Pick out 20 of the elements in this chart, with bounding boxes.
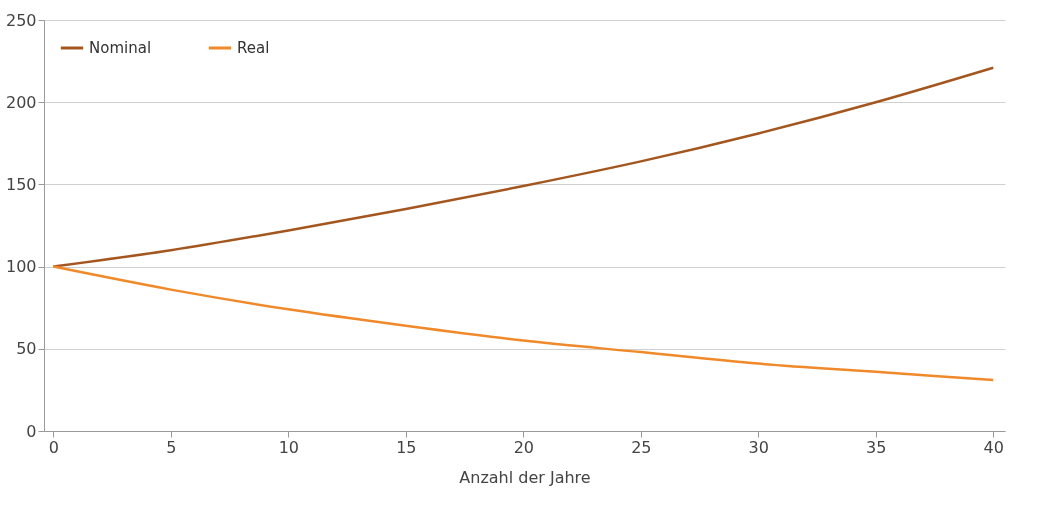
x-tick-label: 25 — [631, 437, 652, 457]
x-tick-label: 0 — [48, 437, 59, 457]
y-tick-label: 0 — [26, 421, 37, 441]
x-tick-label: 30 — [748, 437, 769, 457]
y-tick-label: 50 — [16, 339, 37, 359]
x-tick-label: 5 — [166, 437, 177, 457]
line-series — [52, 265, 995, 382]
x-tick-label: 15 — [396, 437, 417, 457]
x-axis-title: Anzahl der Jahre — [459, 467, 591, 487]
line-series — [52, 66, 995, 268]
x-tick-label: 40 — [983, 437, 1004, 457]
y-tick-label: 200 — [5, 92, 37, 112]
x-tick-label: 35 — [866, 437, 887, 457]
legend-label: Nominal — [89, 39, 152, 57]
y-tick-label: 150 — [5, 174, 37, 194]
x-tick-label: 10 — [278, 437, 300, 457]
legend-label: Real — [237, 39, 270, 57]
x-tick-label: 20 — [513, 437, 534, 457]
y-tick-label: 100 — [5, 257, 37, 277]
y-tick-label: 250 — [5, 10, 37, 30]
